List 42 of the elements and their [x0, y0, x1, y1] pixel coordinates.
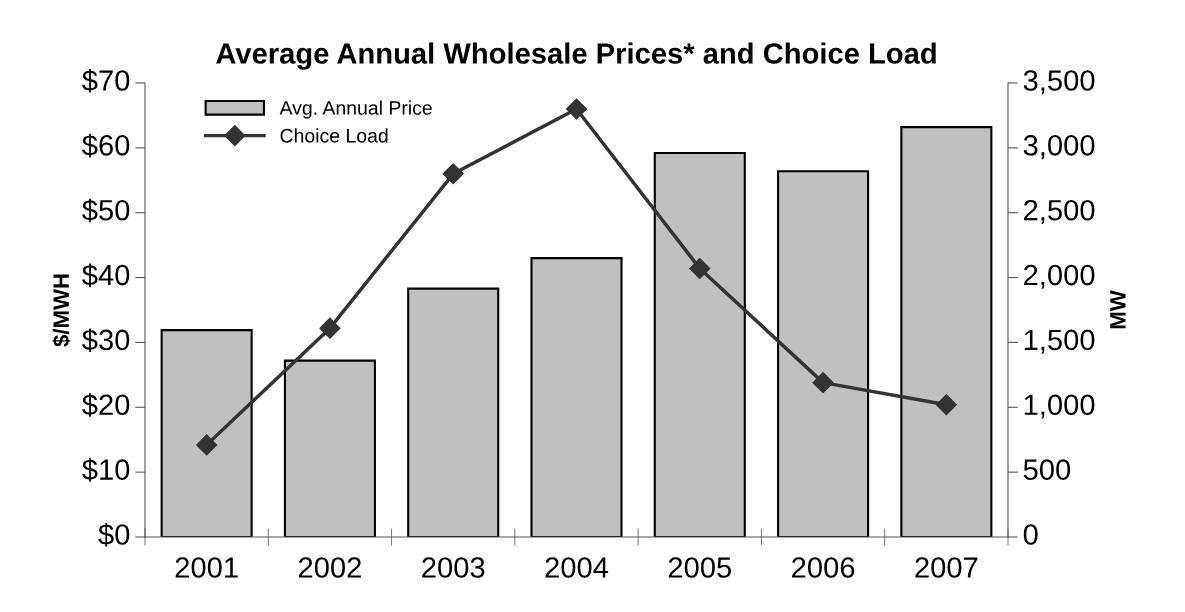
point	[689, 257, 711, 280]
x-tick-label: 2001	[175, 557, 238, 578]
point	[812, 372, 834, 394]
x-tick-label: 2002	[298, 557, 361, 578]
bar	[407, 287, 500, 537]
y2-tick-label: 1,000	[1024, 394, 1095, 419]
point	[442, 163, 464, 185]
y2-tick-label: 2,500	[1024, 199, 1095, 224]
y-tick-label: $30	[82, 328, 130, 352]
x-tick-label: 2004	[545, 557, 609, 578]
x-tick-label: 2007	[915, 557, 978, 578]
y2-tick-label: 3,000	[1023, 135, 1095, 160]
point	[196, 434, 218, 456]
y-axis-title: $/MWH	[52, 274, 71, 347]
bar	[900, 126, 993, 537]
legend-label: Avg. Annual Price	[279, 100, 432, 119]
bar	[283, 359, 376, 537]
y2-axis-title: MW	[1110, 290, 1126, 329]
bar	[530, 257, 623, 537]
x-tick-label: 2005	[668, 557, 732, 578]
y-tick-label: $70	[82, 68, 130, 93]
y2-tick-label: 500	[1023, 459, 1071, 480]
y2-tick-label: 1,500	[1024, 329, 1095, 354]
y2-tick-label: 2,000	[1024, 264, 1095, 289]
point	[935, 394, 957, 416]
legend-label: Choice Load	[280, 128, 388, 143]
y-tick-label: $0	[98, 522, 130, 547]
x-tick-label: 2003	[422, 557, 485, 578]
point	[565, 98, 588, 120]
chart-title: Average Annual Wholesale Prices* and Choice Load	[216, 42, 936, 70]
point	[319, 317, 341, 339]
y-tick-label: $40	[82, 263, 130, 288]
bar	[777, 170, 870, 537]
y-tick-label: $10	[82, 458, 130, 482]
y-tick-label: $60	[82, 133, 130, 158]
y2-tick-label: 3,500	[1023, 70, 1095, 95]
y-tick-label: $50	[82, 198, 130, 223]
y2-tick-label: 0	[1023, 524, 1038, 545]
bar	[160, 329, 253, 537]
x-tick-label: 2006	[792, 557, 855, 578]
y-tick-label: $20	[82, 393, 130, 417]
bar	[653, 152, 746, 537]
